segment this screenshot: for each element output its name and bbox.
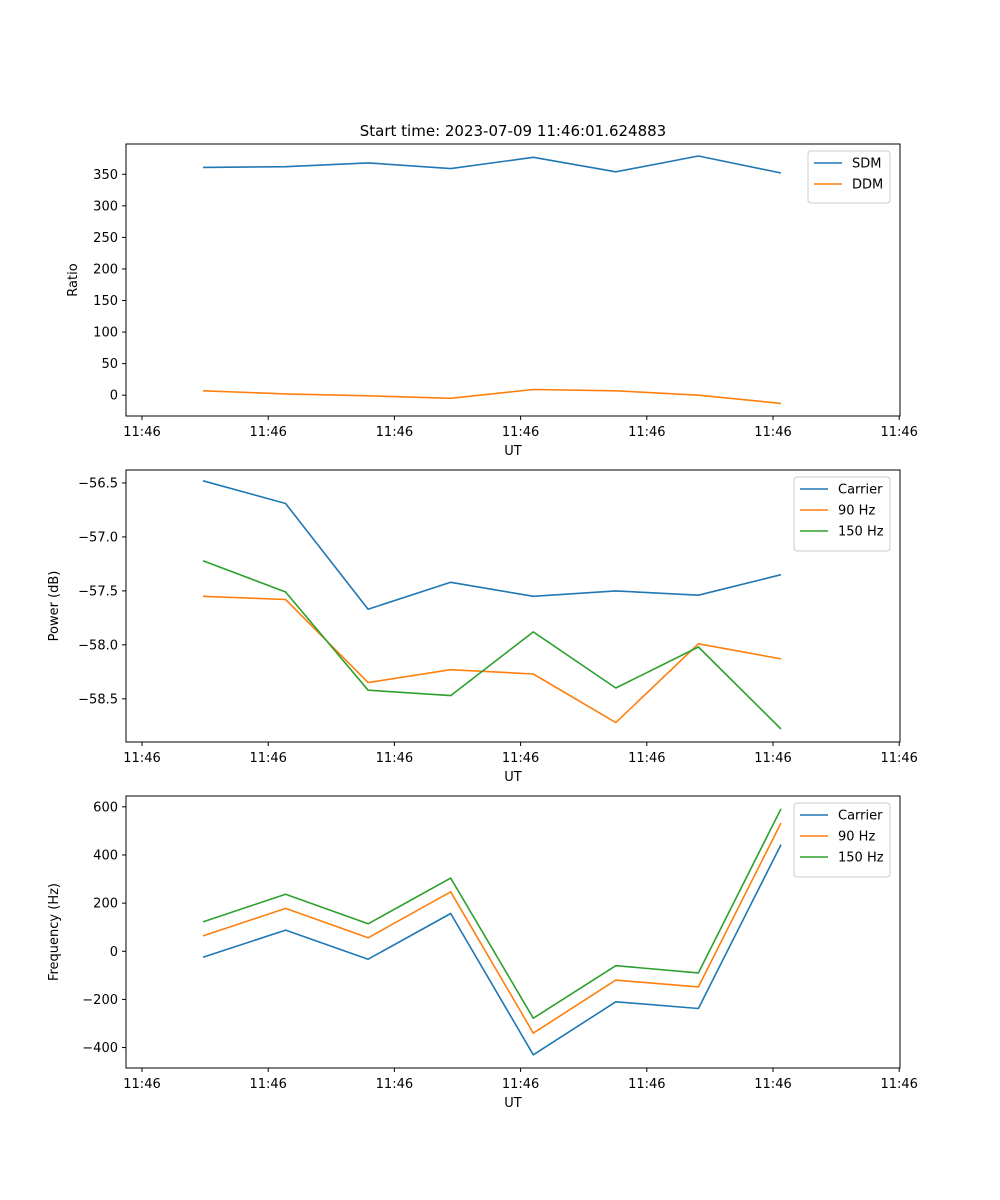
legend	[807, 150, 891, 204]
plot-frame	[125, 143, 901, 417]
series-line-sdm	[202, 155, 782, 174]
legend-label: SDM	[852, 157, 881, 172]
y-tick-label: −58.0	[78, 638, 118, 653]
legend-label: Carrier	[838, 809, 883, 824]
series-line-90-hz	[202, 822, 782, 1034]
y-tick-label: 200	[93, 262, 118, 277]
x-tick-label: 11:46	[754, 751, 791, 766]
y-tick-label: −58.5	[78, 692, 118, 707]
legend-label: 90 Hz	[838, 504, 875, 519]
y-tick-label: 400	[93, 848, 118, 863]
x-tick-label: 11:46	[880, 751, 917, 766]
legend-label: 150 Hz	[838, 851, 884, 866]
series-line-carrier	[202, 480, 782, 611]
y-tick-label: 0	[110, 945, 118, 960]
y-tick-label: 150	[93, 294, 118, 309]
x-tick-label: 11:46	[628, 751, 665, 766]
x-tick-label: 11:46	[754, 1077, 791, 1092]
y-tick-label: 50	[101, 357, 118, 372]
legend-label: Carrier	[838, 483, 883, 498]
legend-label: 150 Hz	[838, 525, 884, 540]
y-tick-label: 250	[93, 231, 118, 246]
x-axis-label: UT	[504, 444, 522, 459]
y-tick-label: 0	[110, 389, 118, 404]
x-tick-label: 11:46	[249, 425, 286, 440]
series-line-150-hz	[202, 559, 782, 730]
x-tick-label: 11:46	[628, 1077, 665, 1092]
legend	[793, 476, 891, 552]
series-line-150-hz	[202, 808, 782, 1020]
series-line-carrier	[202, 844, 782, 1056]
y-tick-label: −57.0	[78, 530, 118, 545]
y-tick-label: 600	[93, 800, 118, 815]
power-chart: −58.5 −58.0 −57.5 −57.0 −56.5 11:46 11:46 11:46…	[47, 469, 918, 785]
x-tick-label: 11:46	[628, 425, 665, 440]
x-tick-label: 11:46	[123, 425, 160, 440]
x-tick-label: 11:46	[502, 751, 539, 766]
plot-frame	[125, 795, 901, 1069]
y-axis-label: Frequency (Hz)	[47, 883, 62, 981]
x-axis-label: UT	[504, 770, 522, 785]
x-tick-label: 11:46	[502, 1077, 539, 1092]
x-tick-label: 11:46	[754, 425, 791, 440]
y-tick-label: −200	[82, 993, 118, 1008]
y-tick-label: −56.5	[78, 476, 118, 491]
x-tick-label: 11:46	[123, 1077, 160, 1092]
legend-label: 90 Hz	[838, 830, 875, 845]
y-tick-label: 350	[93, 168, 118, 183]
y-tick-label: −400	[82, 1041, 118, 1056]
x-tick-label: 11:46	[880, 1077, 917, 1092]
x-tick-label: 11:46	[249, 1077, 286, 1092]
x-tick-label: 11:46	[376, 425, 413, 440]
series-line-ddm	[202, 388, 782, 405]
y-axis-label: Ratio	[66, 263, 81, 296]
legend	[793, 802, 891, 878]
x-tick-label: 11:46	[502, 425, 539, 440]
x-tick-label: 11:46	[249, 751, 286, 766]
y-axis-label: Power (dB)	[47, 571, 62, 642]
y-tick-label: 300	[93, 199, 118, 214]
ratio-chart: Start time: 2023-07-09 11:46:01.624883 0 5…	[66, 122, 918, 459]
y-tick-label: 200	[93, 897, 118, 912]
plot-frame	[125, 469, 901, 743]
y-tick-label: 100	[93, 326, 118, 341]
legend-label: DDM	[852, 178, 883, 193]
x-tick-label: 11:46	[880, 425, 917, 440]
x-tick-label: 11:46	[376, 751, 413, 766]
x-axis-label: UT	[504, 1096, 522, 1111]
y-tick-label: −57.5	[78, 584, 118, 599]
chart-title: Start time: 2023-07-09 11:46:01.624883	[360, 122, 666, 140]
frequency-chart: −400 −200 0 200 400 600 11:46 11:46 11:46 11:46 11…	[47, 795, 918, 1111]
x-tick-label: 11:46	[376, 1077, 413, 1092]
x-tick-label: 11:46	[123, 751, 160, 766]
series-line-90-hz	[202, 595, 782, 724]
